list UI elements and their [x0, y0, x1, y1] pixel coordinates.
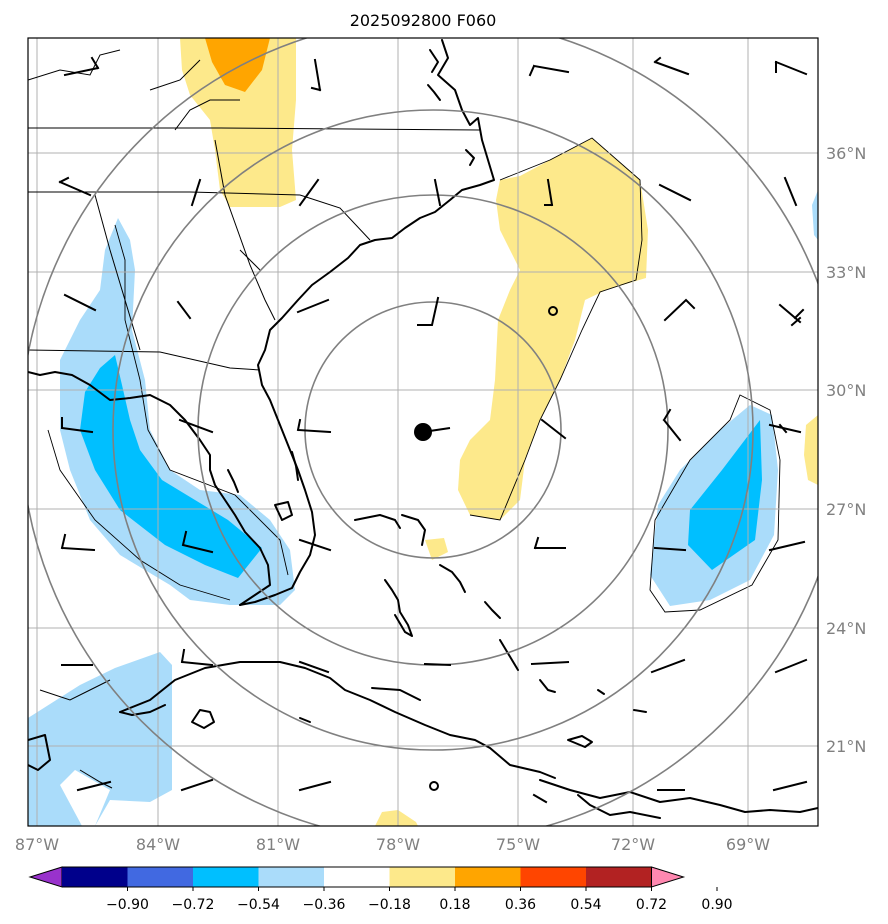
colorbar-segment [455, 867, 521, 887]
wind-barb [60, 417, 94, 434]
positive-anomaly-bottom [375, 810, 418, 826]
wind-barb [658, 183, 692, 202]
lat-label: 33°N [826, 263, 866, 282]
wind-barb [532, 793, 548, 804]
lon-label: 75°W [496, 835, 540, 854]
wind-barb [540, 418, 567, 440]
wind-barb [417, 296, 440, 326]
wind-barb [528, 64, 570, 77]
lat-label: 30°N [826, 381, 866, 400]
negative-anomaly-east-core [688, 420, 762, 570]
wind-barb [433, 178, 442, 207]
map-area [28, 38, 818, 826]
colorbar-tick-label: 0.18 [439, 897, 470, 913]
figure-title: 2025092800 F060 [350, 11, 497, 30]
colorbar-tick-label: 0.72 [636, 897, 667, 913]
wind-barb [544, 178, 554, 207]
coastlines [28, 39, 818, 819]
wind-barb [58, 176, 92, 197]
wind-barb [662, 408, 682, 442]
colorbar-tick-label: −0.72 [172, 897, 215, 913]
longitude-labels: 87°W 84°W 81°W 78°W 75°W 72°W 69°W [15, 835, 770, 854]
wind-barb [296, 298, 330, 314]
wind-barb [772, 780, 808, 792]
calm-wind-marker [548, 306, 558, 316]
wind-barb [774, 60, 808, 76]
lon-label: 84°W [136, 835, 180, 854]
lat-label: 36°N [826, 144, 866, 163]
lat-label: 21°N [826, 737, 866, 756]
wind-barb [533, 536, 566, 550]
colorbar-outline [62, 866, 652, 888]
wind-barb [176, 300, 192, 320]
lat-label: 24°N [826, 619, 866, 638]
white-hole-southwest [60, 770, 110, 826]
colorbar-segment [62, 867, 128, 887]
wind-barb [298, 178, 320, 207]
colorbar-segment [324, 867, 390, 887]
wind-barb [190, 178, 202, 207]
colorbar-segment [520, 867, 586, 887]
colorbar-tick-label: −0.90 [106, 897, 149, 913]
colorbar-tick-label: −0.36 [303, 897, 346, 913]
colorbar-segment [389, 867, 455, 887]
wind-barb [310, 58, 322, 92]
colorbar-tick-label: −0.18 [368, 897, 411, 913]
colorbar: −0.90 −0.72 −0.54 −0.36 −0.18 0.18 0.36 0.54 0.7… [28, 866, 733, 913]
wind-barb [181, 530, 214, 554]
colorbar-segment [586, 867, 652, 887]
storm-center [414, 423, 451, 441]
contour-lines [47, 137, 781, 613]
colorbar-extend-max [651, 866, 686, 888]
wind-barb [178, 418, 214, 434]
wind-barb [76, 780, 112, 792]
wind-barb [63, 293, 97, 312]
positive-anomaly-east [458, 138, 648, 520]
positive-anomaly-north [180, 38, 296, 207]
wind-barb [423, 662, 452, 667]
colorbar-tick-label: 0.90 [701, 897, 732, 913]
negative-anomaly-gulf-outer [60, 218, 295, 605]
colorbar-tick-label: −0.54 [237, 897, 280, 913]
lon-label: 69°W [726, 835, 770, 854]
positive-anomaly-far-east [804, 415, 818, 485]
wind-barb [63, 56, 100, 77]
wind-barb [60, 533, 96, 552]
wind-barb [298, 780, 332, 792]
range-ring [112, 109, 754, 751]
map-frame [27, 37, 819, 827]
positive-anomaly-south-small [425, 538, 448, 560]
wind-barb [783, 176, 798, 207]
wind-barb [653, 546, 687, 552]
colorbar-segment [258, 867, 324, 887]
lon-label: 87°W [15, 835, 59, 854]
wind-barb [296, 418, 332, 434]
wind-barb [663, 298, 696, 322]
colorbar-tick-label: 0.36 [505, 897, 536, 913]
wind-barb [650, 658, 686, 674]
wind-barb [778, 303, 805, 327]
wind-barb [768, 540, 806, 552]
colorbar-segment [193, 867, 259, 887]
colorbar-segment [127, 867, 193, 887]
colorbar-tick-label: 0.54 [570, 897, 601, 913]
wind-barbs [58, 56, 808, 804]
positive-anomaly-north-core [205, 38, 270, 92]
wind-barb [180, 778, 214, 792]
latitude-labels: 36°N 33°N 30°N 27°N 24°N 21°N [826, 144, 866, 756]
wind-barb [298, 660, 330, 674]
wind-barb [774, 658, 808, 674]
wind-barb [530, 660, 570, 666]
wind-barb [298, 538, 332, 552]
lon-label: 81°W [256, 835, 300, 854]
wind-barb [653, 56, 690, 76]
negative-anomaly-far-east-edge [812, 190, 818, 240]
lon-label: 72°W [611, 835, 655, 854]
lon-label: 78°W [376, 835, 420, 854]
wind-barb [768, 423, 802, 434]
lat-label: 27°N [826, 500, 866, 519]
colorbar-extend-min [28, 866, 63, 888]
wind-barb [180, 648, 214, 667]
